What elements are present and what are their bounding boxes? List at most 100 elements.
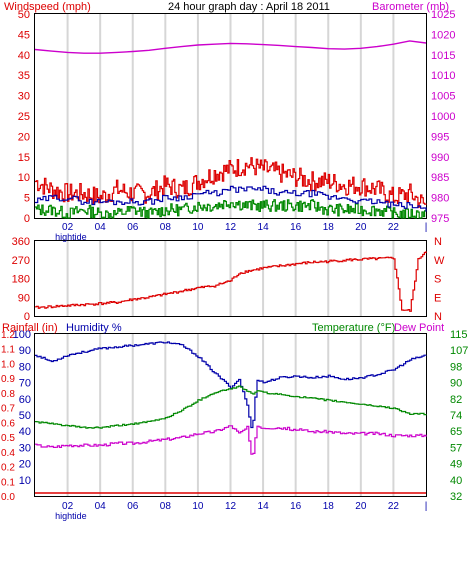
compass-tick-label: N xyxy=(434,236,442,248)
temperature-tick-label: 65 xyxy=(450,426,462,438)
dewpoint-axis-label: Dew Point xyxy=(394,322,444,334)
hour-tick-label: 04 xyxy=(95,222,107,233)
wind-tick-label: 30 xyxy=(18,91,30,103)
hour-tick-label: 18 xyxy=(323,501,335,512)
hour-tick-label: 06 xyxy=(127,222,139,233)
hour-tick-label: 14 xyxy=(258,222,270,233)
direction-series xyxy=(35,251,427,312)
hour-tick-label: 10 xyxy=(192,501,204,512)
barometer-axis-label: Barometer (mb) xyxy=(372,1,449,13)
baro-tick-label: 1005 xyxy=(431,91,455,103)
humidity-tick-label: 40 xyxy=(19,426,31,438)
wind-tick-label: 25 xyxy=(18,111,30,123)
hour-tick-label: 20 xyxy=(355,222,367,233)
wind-avg-series xyxy=(35,185,427,212)
hour-tick-label: 22 xyxy=(388,501,400,512)
hour-tick-label: 12 xyxy=(225,222,237,233)
baro-tick-label: 985 xyxy=(431,172,449,184)
wind-tick-label: 15 xyxy=(18,152,30,164)
wind-tick-label: 45 xyxy=(18,29,30,41)
hour-tick-label: 06 xyxy=(127,501,139,512)
humidity-tick-label: 20 xyxy=(19,459,31,471)
humidity-axis-label: Humidity % xyxy=(66,322,122,334)
hour-tick-label: 22 xyxy=(388,222,400,233)
humidity-tick-label: 30 xyxy=(19,442,31,454)
compass-tick-label: S xyxy=(434,274,441,286)
rain-tick-label: 0.5 xyxy=(1,433,15,444)
axis-ticks: 0510152025303540455097598098599099510001… xyxy=(1,9,468,521)
rain-tick-label: 0.2 xyxy=(1,463,15,474)
direction-tick-label: 180 xyxy=(12,274,30,286)
wind-tick-label: 50 xyxy=(18,9,30,21)
temperature-tick-label: 32 xyxy=(450,491,462,503)
hour-tick-label: | xyxy=(425,501,428,512)
hour-tick-label: 04 xyxy=(95,501,107,512)
wind-tick-label: 10 xyxy=(18,172,30,184)
hour-tick-label: 18 xyxy=(323,222,335,233)
rain-tick-label: 0.1 xyxy=(1,477,15,488)
hour-tick-label: 14 xyxy=(258,501,270,512)
compass-tick-label: N xyxy=(434,311,442,323)
hour-tick-label: | xyxy=(425,222,428,233)
humidity-tick-label: 10 xyxy=(19,475,31,487)
wind-tick-label: 5 xyxy=(24,193,30,205)
baro-tick-label: 975 xyxy=(431,213,449,225)
hour-tick-label: 08 xyxy=(160,501,172,512)
barometer-series xyxy=(34,40,427,54)
rain-tick-label: 1.0 xyxy=(1,359,15,370)
temperature-tick-label: 115 xyxy=(450,329,468,341)
direction-tick-label: 270 xyxy=(12,255,30,267)
rain-tick-label: 0.9 xyxy=(1,374,15,385)
wind-panel-frame xyxy=(34,13,427,219)
windspeed-axis-label: Windspeed (mph) xyxy=(4,1,91,13)
baro-tick-label: 1010 xyxy=(431,70,455,82)
baro-tick-label: 995 xyxy=(431,131,449,143)
temperature-tick-label: 90 xyxy=(450,378,462,390)
rain-tick-label: 0.8 xyxy=(1,389,15,400)
rain-tick-label: 1.1 xyxy=(1,345,15,356)
humidity-tick-label: 90 xyxy=(19,345,31,357)
wind-tick-label: 35 xyxy=(18,70,30,82)
baro-tick-label: 1020 xyxy=(431,29,455,41)
rain-tick-label: 0.0 xyxy=(1,492,15,503)
baro-tick-label: 990 xyxy=(431,152,449,164)
wind-low-series xyxy=(35,199,427,219)
hour-tick-label: 02 xyxy=(62,222,74,233)
hightide-label: hightide xyxy=(55,232,87,242)
wind-tick-label: 0 xyxy=(24,213,30,225)
hightide-label: hightide xyxy=(55,511,87,521)
direction-tick-label: 90 xyxy=(18,292,30,304)
temperature-series xyxy=(35,385,427,429)
temperature-tick-label: 74 xyxy=(450,410,462,422)
baro-tick-label: 1000 xyxy=(431,111,455,123)
hour-tick-label: 16 xyxy=(290,222,302,233)
compass-tick-label: E xyxy=(434,292,441,304)
temperature-tick-label: 107 xyxy=(450,345,468,357)
temperature-tick-label: 49 xyxy=(450,459,462,471)
temperature-tick-label: 57 xyxy=(450,442,462,454)
humidity-tick-label: 70 xyxy=(19,378,31,390)
temperature-axis-label: Temperature (°F) xyxy=(312,322,395,334)
baro-tick-label: 1015 xyxy=(431,50,455,62)
baro-tick-label: 980 xyxy=(431,193,449,205)
humidity-series xyxy=(35,341,427,429)
series-lines xyxy=(34,40,427,494)
hour-tick-label: 08 xyxy=(160,222,172,233)
baro-tick-label: 1025 xyxy=(431,9,455,21)
rain-tick-label: 0.6 xyxy=(1,418,15,429)
humidity-tick-label: 80 xyxy=(19,361,31,373)
humidity-tick-label: 100 xyxy=(13,329,31,341)
dewpoint-series xyxy=(35,425,427,455)
hour-tick-label: 16 xyxy=(290,501,302,512)
chart-title: 24 hour graph day : April 18 2011 xyxy=(168,1,330,13)
wind-tick-label: 40 xyxy=(18,50,30,62)
hour-tick-label: 20 xyxy=(355,501,367,512)
hour-tick-label: 12 xyxy=(225,501,237,512)
temperature-tick-label: 40 xyxy=(450,475,462,487)
direction-panel-frame xyxy=(34,240,427,317)
humidity-tick-label: 50 xyxy=(19,410,31,422)
compass-tick-label: W xyxy=(434,255,445,267)
rain-tick-label: 0.4 xyxy=(1,448,15,459)
